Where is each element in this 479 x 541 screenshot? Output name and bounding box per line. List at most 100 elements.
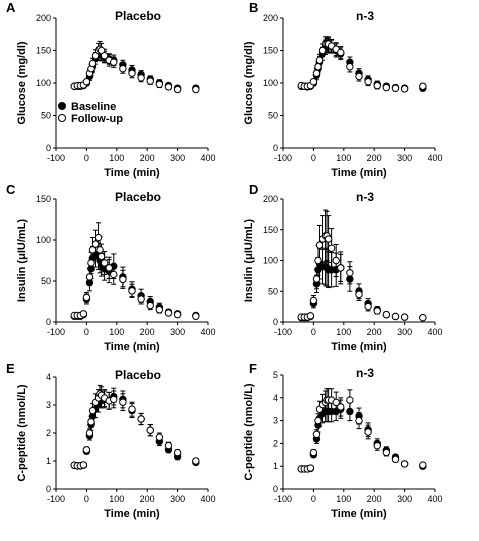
y-tick-label: 50 bbox=[268, 111, 278, 121]
x-tick-label: 300 bbox=[170, 327, 185, 337]
y-tick-label: 200 bbox=[263, 194, 278, 204]
follow-up-point bbox=[146, 301, 154, 310]
y-tick-label: 0 bbox=[273, 317, 278, 327]
x-tick-label: -100 bbox=[274, 494, 292, 504]
follow-up-point bbox=[337, 264, 345, 272]
y-tick-label: 4 bbox=[46, 372, 51, 382]
y-tick-label: 100 bbox=[36, 78, 51, 88]
follow-up-point bbox=[173, 448, 182, 457]
y-tick-label: 100 bbox=[36, 235, 51, 245]
x-tick-label: 0 bbox=[84, 153, 89, 163]
series-follow-up bbox=[297, 209, 427, 322]
y-tick-label: 50 bbox=[41, 276, 51, 286]
follow-up-point bbox=[318, 46, 327, 55]
follow-up-point bbox=[85, 273, 94, 281]
legend-baseline-marker bbox=[58, 102, 66, 110]
legend-follow-up-marker bbox=[58, 114, 66, 122]
panel-title: Placebo bbox=[115, 368, 161, 382]
follow-up-point bbox=[337, 403, 345, 411]
x-tick-label: 300 bbox=[170, 494, 185, 504]
x-tick-label: 400 bbox=[200, 327, 215, 337]
follow-up-point bbox=[87, 259, 95, 267]
follow-up-point bbox=[312, 69, 321, 77]
x-tick-label: 0 bbox=[84, 327, 89, 337]
follow-up-point bbox=[315, 241, 324, 249]
follow-up-point bbox=[355, 416, 363, 425]
x-tick-label: -100 bbox=[274, 153, 292, 163]
x-tick-label: 0 bbox=[311, 327, 316, 337]
follow-up-point bbox=[346, 396, 354, 404]
series-follow-up bbox=[70, 222, 200, 320]
x-tick-label: 200 bbox=[367, 153, 382, 163]
follow-up-point bbox=[337, 48, 345, 57]
follow-up-point bbox=[91, 240, 100, 248]
x-axis-label: Time (min) bbox=[331, 341, 387, 353]
y-tick-label: 1 bbox=[273, 461, 278, 471]
follow-up-point bbox=[85, 429, 94, 437]
y-tick-label: 3 bbox=[273, 416, 278, 426]
x-tick-label: 200 bbox=[367, 327, 382, 337]
y-tick-label: 50 bbox=[268, 286, 278, 296]
y-tick-label: 150 bbox=[263, 46, 278, 56]
follow-up-point bbox=[82, 78, 91, 86]
follow-up-point bbox=[94, 233, 103, 242]
x-tick-label: 0 bbox=[311, 153, 316, 163]
follow-up-point bbox=[312, 430, 321, 438]
follow-up-point bbox=[355, 72, 363, 81]
follow-up-point bbox=[110, 395, 118, 404]
follow-up-point bbox=[155, 80, 164, 89]
follow-up-point bbox=[146, 426, 154, 434]
follow-up-point bbox=[382, 448, 391, 457]
panel-title: n-3 bbox=[356, 9, 374, 23]
y-axis-label: Insulin (μIU/mL) bbox=[243, 219, 255, 302]
panel-letter: C bbox=[6, 182, 16, 197]
follow-up-point bbox=[314, 63, 322, 71]
x-tick-label: 400 bbox=[427, 494, 442, 504]
y-axis-label: Insulin (μIU/mL) bbox=[16, 219, 28, 302]
x-tick-label: 400 bbox=[200, 153, 215, 163]
follow-up-point bbox=[324, 235, 333, 243]
panel-letter: F bbox=[249, 361, 257, 376]
y-tick-label: 200 bbox=[263, 13, 278, 23]
legend-baseline-label: Baseline bbox=[71, 101, 116, 113]
x-tick-label: 300 bbox=[170, 153, 185, 163]
follow-up-point bbox=[192, 312, 200, 320]
y-tick-label: 100 bbox=[263, 256, 278, 266]
follow-up-point bbox=[192, 457, 200, 465]
follow-up-point bbox=[312, 275, 321, 283]
follow-up-point bbox=[110, 270, 118, 279]
x-tick-label: 300 bbox=[397, 494, 412, 504]
follow-up-point bbox=[82, 446, 91, 454]
follow-up-point bbox=[373, 307, 381, 315]
panel-title: n-3 bbox=[356, 190, 374, 204]
series-follow-up bbox=[297, 36, 427, 93]
panel-letter: B bbox=[249, 0, 258, 15]
follow-up-point bbox=[110, 58, 118, 66]
follow-up-point bbox=[309, 296, 318, 305]
follow-up-point bbox=[173, 310, 182, 319]
follow-up-point bbox=[364, 78, 372, 86]
follow-up-point bbox=[164, 83, 173, 91]
follow-up-point bbox=[137, 415, 145, 423]
series-follow-up bbox=[70, 40, 200, 94]
follow-up-point bbox=[419, 82, 427, 90]
follow-up-point bbox=[400, 313, 409, 321]
x-tick-label: 0 bbox=[84, 494, 89, 504]
follow-up-point bbox=[155, 306, 164, 314]
follow-up-point bbox=[137, 74, 145, 82]
follow-up-point bbox=[314, 256, 322, 265]
follow-up-point bbox=[79, 310, 88, 318]
follow-up-point bbox=[128, 287, 136, 295]
x-tick-label: -100 bbox=[274, 327, 292, 337]
x-axis-label: Time (min) bbox=[331, 167, 387, 179]
y-tick-label: 150 bbox=[36, 194, 51, 204]
follow-up-point bbox=[309, 448, 318, 457]
x-tick-label: 100 bbox=[109, 327, 124, 337]
follow-up-point bbox=[87, 418, 95, 426]
follow-up-point bbox=[119, 275, 127, 284]
x-tick-label: 200 bbox=[140, 494, 155, 504]
